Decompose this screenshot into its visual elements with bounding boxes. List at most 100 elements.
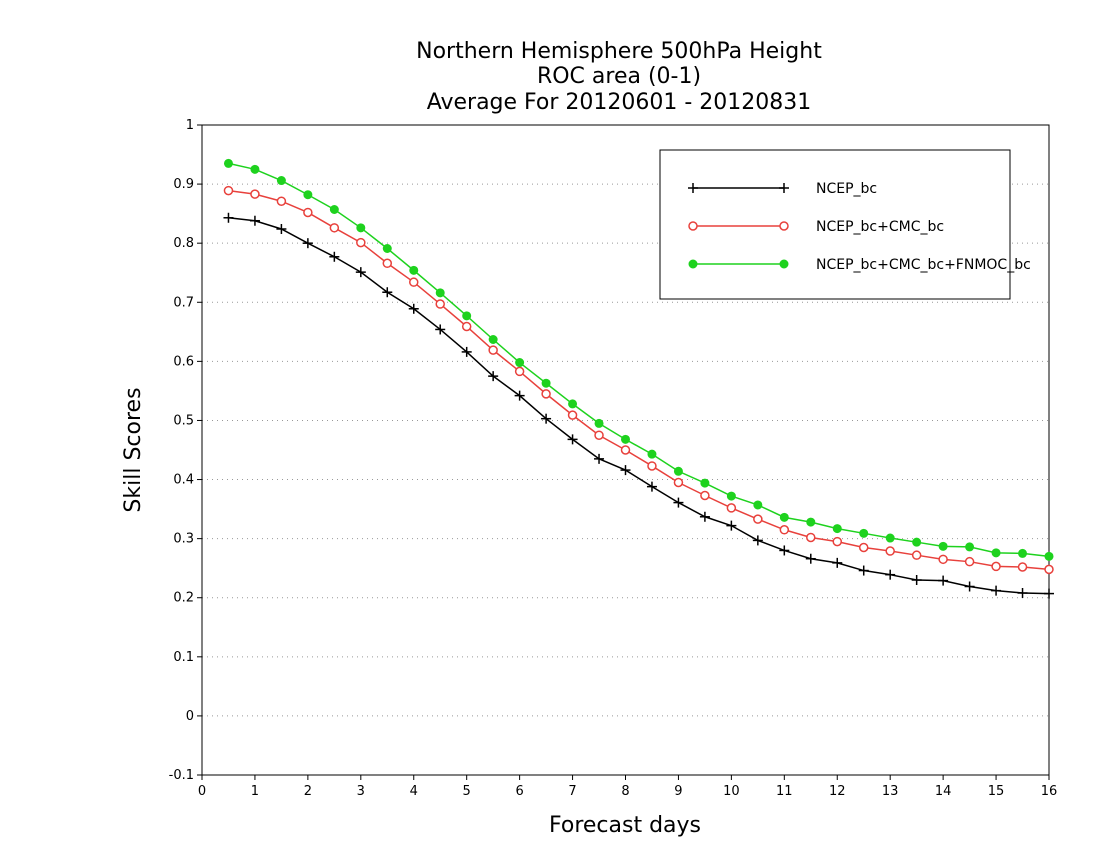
- data-point: [647, 449, 657, 459]
- data-point: [991, 585, 1002, 596]
- y-tick-label: 0.9: [173, 177, 194, 192]
- data-point: [832, 536, 842, 547]
- data-point: [409, 265, 419, 275]
- data-point: [409, 277, 419, 287]
- data-point: [435, 324, 446, 335]
- x-axis-label: Forecast days: [549, 813, 701, 838]
- data-point: [541, 413, 552, 424]
- x-tick-label: 5: [463, 784, 471, 799]
- data-point: [541, 389, 551, 399]
- data-point: [991, 561, 1001, 572]
- data-point: [435, 299, 445, 309]
- data-point: [302, 238, 313, 249]
- data-point: [938, 575, 949, 586]
- data-point: [594, 453, 605, 464]
- x-tick-label: 11: [776, 784, 793, 799]
- y-tick-label: 0: [186, 709, 194, 724]
- data-point: [965, 542, 975, 552]
- data-point: [568, 399, 578, 409]
- y-tick-label: 0.7: [173, 295, 194, 310]
- data-point: [276, 196, 287, 206]
- data-point: [223, 158, 233, 168]
- y-tick-label: 0.8: [173, 236, 194, 251]
- data-point: [329, 251, 340, 262]
- data-point: [250, 164, 260, 174]
- legend-marker: [779, 221, 789, 231]
- data-point: [567, 410, 578, 420]
- data-point: [356, 237, 366, 248]
- data-point: [621, 434, 630, 444]
- series-line: [228, 217, 1050, 595]
- y-tick-label: -0.1: [169, 768, 194, 783]
- x-tick-label: 1: [251, 784, 259, 799]
- data-point: [355, 267, 366, 278]
- x-tick-label: 12: [829, 784, 846, 799]
- data-point: [276, 224, 287, 234]
- data-point: [461, 346, 472, 357]
- data-point: [805, 553, 816, 564]
- data-point: [1017, 588, 1028, 598]
- data-point: [673, 477, 684, 488]
- data-point: [620, 445, 631, 455]
- data-point: [779, 512, 789, 522]
- data-point: [276, 176, 286, 186]
- data-point: [779, 525, 790, 535]
- data-point: [461, 321, 472, 332]
- data-point: [488, 335, 498, 344]
- chart-title: Northern Hemisphere 500hPa Height ROC ar…: [416, 39, 822, 115]
- data-point: [514, 366, 525, 377]
- series-2: [223, 185, 1054, 575]
- data-point: [885, 533, 895, 543]
- y-tick-label: 0.1: [173, 650, 194, 665]
- data-point: [303, 190, 313, 200]
- x-tick-label: 0: [198, 784, 206, 799]
- data-point: [832, 557, 843, 568]
- data-point: [514, 390, 525, 401]
- data-point: [356, 223, 366, 233]
- x-tick-label: 13: [882, 784, 899, 799]
- legend-label: NCEP_bc+CMC_bc: [816, 219, 944, 235]
- data-point: [249, 215, 260, 226]
- data-point: [673, 497, 684, 508]
- legend-marker: [688, 221, 698, 231]
- data-point: [938, 554, 948, 565]
- legend-entry-1: NCEP_bc: [688, 181, 877, 197]
- x-tick-label: 10: [723, 784, 740, 799]
- data-point: [806, 517, 816, 527]
- data-point: [594, 418, 604, 428]
- data-point: [515, 358, 525, 368]
- x-tick-label: 2: [304, 784, 312, 799]
- data-point: [303, 207, 313, 218]
- data-point: [620, 465, 631, 476]
- data-point: [885, 546, 895, 556]
- data-point: [250, 189, 260, 199]
- data-point: [726, 503, 737, 513]
- data-point: [911, 575, 922, 585]
- data-point: [726, 520, 737, 531]
- y-tick-label: 1: [186, 118, 194, 133]
- data-point: [726, 491, 736, 501]
- data-point: [223, 212, 234, 223]
- series-layer: [223, 158, 1054, 599]
- chart-title-line-2: ROC area (0-1): [537, 64, 701, 89]
- legend-box: [659, 149, 1011, 300]
- data-point: [753, 500, 763, 510]
- y-axis-label: Skill Scores: [121, 387, 146, 512]
- data-point: [964, 556, 975, 567]
- data-point: [779, 545, 790, 556]
- data-point: [488, 345, 498, 355]
- y-tick-label: 0.3: [173, 532, 194, 547]
- legend-entry-2: NCEP_bc+CMC_bc: [688, 219, 944, 235]
- data-point: [541, 378, 551, 388]
- legend-marker: [688, 183, 698, 193]
- axis-ticks: -0.100.10.20.30.40.50.60.70.80.910 1 2 3 4 5 6…: [169, 118, 1058, 799]
- data-point: [382, 258, 393, 269]
- x-tick-label: 9: [674, 784, 682, 799]
- data-point: [700, 490, 710, 501]
- data-point: [382, 287, 393, 298]
- data-point: [1017, 562, 1028, 572]
- y-tick-label: 0.6: [173, 354, 194, 369]
- data-point: [885, 569, 896, 580]
- data-point: [435, 288, 445, 298]
